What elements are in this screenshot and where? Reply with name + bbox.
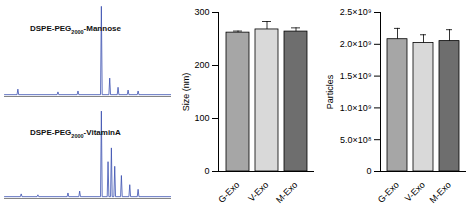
svg-text:Size (nm): Size (nm) <box>181 73 191 112</box>
svg-text:200: 200 <box>194 60 209 70</box>
svg-text:5.0×10⁸: 5.0×10⁸ <box>340 135 372 145</box>
svg-text:G-Exo: G-Exo <box>216 180 241 205</box>
html-text:DSPE-PEG2000-VitaminA: DSPE-PEG2000-VitaminA <box>30 128 121 139</box>
svg-text:M-Exo: M-Exo <box>427 180 452 205</box>
svg-text:100: 100 <box>194 113 209 123</box>
svg-text:Particles: Particles <box>325 74 335 109</box>
svg-text:M-Exo: M-Exo <box>274 180 299 205</box>
html-text:DSPE-PEG2000-Mannose: DSPE-PEG2000-Mannose <box>30 24 121 35</box>
svg-text:2.0×10⁹: 2.0×10⁹ <box>340 39 372 49</box>
svg-text:0: 0 <box>204 166 209 176</box>
svg-text:V-Exo: V-Exo <box>246 180 270 204</box>
svg-text:V-Exo: V-Exo <box>403 180 427 204</box>
svg-text:300: 300 <box>194 7 209 17</box>
svg-text:1.0×10⁹: 1.0×10⁹ <box>340 103 372 113</box>
svg-text:1.5×10⁹: 1.5×10⁹ <box>340 71 372 81</box>
svg-text:0: 0 <box>366 166 371 176</box>
svg-text:G-Exo: G-Exo <box>376 180 401 205</box>
svg-text:2.5×10⁹: 2.5×10⁹ <box>340 7 372 17</box>
